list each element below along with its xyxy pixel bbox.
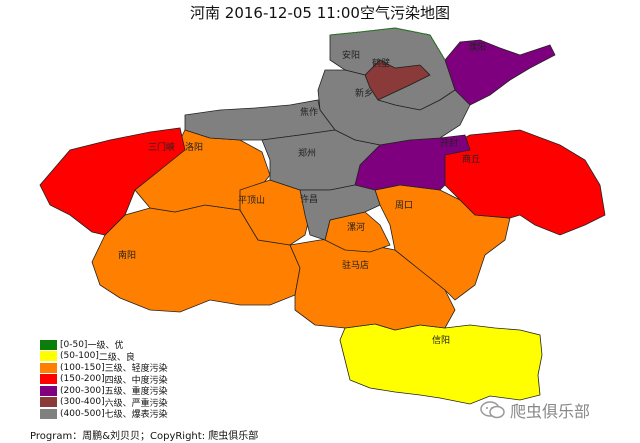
city-label: 洛阳: [185, 141, 203, 153]
legend-label: 三级、轻度污染: [104, 364, 168, 375]
legend-row: (400-500] 七级、爆表污染: [40, 408, 168, 420]
legend-row: (200-300] 五级、重度污染: [40, 385, 168, 397]
region-puyang[interactable]: [444, 39, 556, 106]
city-label: 商丘: [462, 153, 480, 165]
legend-swatch: [40, 408, 57, 419]
legend-swatch: [40, 339, 57, 350]
city-label: 濮阳: [468, 41, 486, 53]
map-legend: [0-50] 一级、优 (50-100] 二级、良 (100-150] 三级、轻度污染…: [40, 339, 168, 420]
legend-row: (300-400] 六级、严重污染: [40, 397, 168, 409]
legend-range: (100-150]: [60, 362, 105, 373]
city-label: 周口: [395, 200, 413, 211]
legend-label: 一级、优: [87, 341, 124, 352]
legend-label: 二级、良: [98, 352, 135, 363]
legend-range: (50-100]: [60, 351, 99, 362]
legend-swatch: [40, 385, 57, 396]
city-label: 南阳: [118, 249, 136, 261]
city-label: 漯河: [347, 221, 365, 233]
city-label: 信阳: [432, 334, 450, 346]
city-label: 鹤壁: [372, 57, 390, 69]
city-label: 郑州: [298, 147, 316, 159]
city-label: 焦作: [300, 106, 318, 118]
legend-swatch: [40, 362, 57, 373]
legend-swatch: [40, 374, 57, 385]
city-label: 安阳: [342, 49, 360, 61]
region-xuchang[interactable]: [299, 184, 381, 241]
city-label: 平顶山: [238, 195, 265, 206]
map-title: 河南 2016-12-05 11:00空气污染地图: [190, 4, 450, 22]
logo-text: 爬虫俱乐部: [510, 402, 591, 421]
region-zhoukou[interactable]: [374, 184, 511, 301]
legend-label: 五级、重度污染: [104, 387, 168, 398]
legend-label: 六级、严重污染: [104, 398, 168, 409]
region-shangqiu[interactable]: [439, 129, 606, 236]
legend-row: (50-100] 二级、良: [40, 351, 168, 363]
region-zhengzhou[interactable]: [261, 129, 381, 191]
legend-range: (400-500]: [60, 408, 105, 419]
region-sanmenxia[interactable]: [39, 127, 186, 236]
footer-credit: Program：周鹏&刘贝贝；CopyRight: 爬虫俱乐部: [30, 431, 259, 442]
legend-label: 七级、爆表污染: [104, 410, 168, 421]
city-label: 驻马店: [342, 259, 369, 271]
legend-swatch: [40, 397, 57, 408]
legend-row: [0-50] 一级、优: [40, 339, 168, 351]
city-label: 三门峡: [148, 141, 175, 153]
legend-row: (150-200] 四级、中度污染: [40, 374, 168, 386]
city-label: 开封: [440, 137, 458, 149]
chat-bubble-icon: [480, 401, 505, 419]
legend-range: (200-300]: [60, 385, 105, 396]
legend-row: (100-150] 三级、轻度污染: [40, 362, 168, 374]
legend-range: [0-50]: [60, 339, 88, 350]
legend-range: (150-200]: [60, 374, 105, 385]
city-label: 许昌: [300, 193, 318, 205]
legend-range: (300-400]: [60, 397, 105, 408]
city-label: 新乡: [355, 87, 373, 99]
legend-label: 四级、中度污染: [104, 375, 168, 386]
region-luohe[interactable]: [324, 211, 391, 253]
club-logo: 爬虫俱乐部: [480, 398, 590, 422]
legend-swatch: [40, 351, 57, 362]
